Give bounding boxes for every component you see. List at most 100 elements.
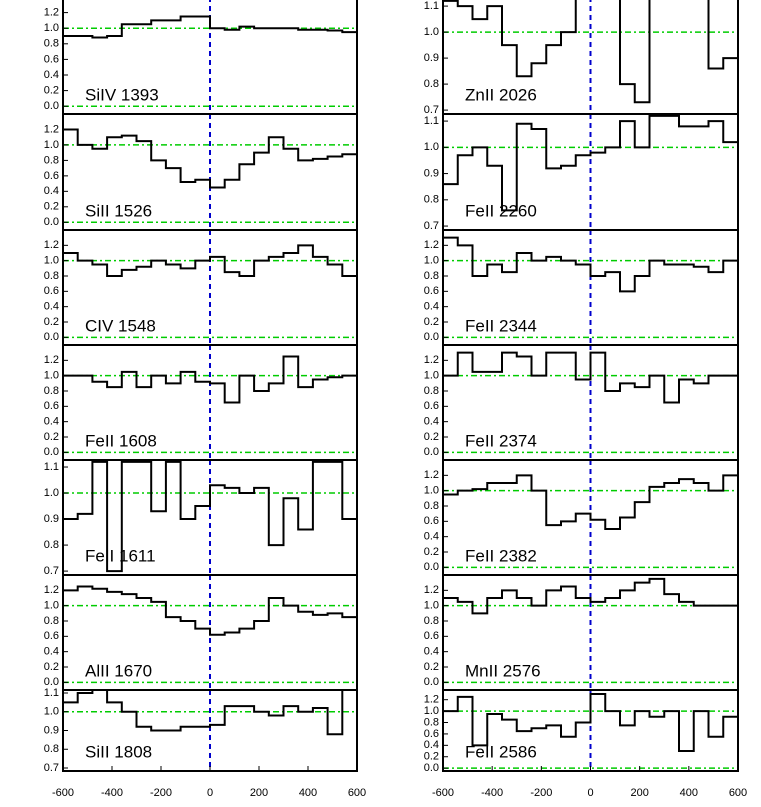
y-tick-label: 0.6: [424, 400, 439, 412]
y-tick-label: 0.8: [424, 716, 439, 728]
y-tick-label: 1.0: [44, 487, 59, 499]
spectrum-line: [443, 114, 738, 212]
y-tick-label: 1.0: [424, 26, 439, 38]
y-tick-label: 0.4: [424, 416, 439, 428]
panel: 0.0 0.2 0.4 0.6 0.8 1.0 1.2 FeII 2344: [424, 229, 739, 346]
panel: 0.00.20.40.60.81.01.2 -600 -400 -200 0 200 400…: [424, 689, 747, 799]
y-tick-label: 0.0: [44, 100, 59, 112]
x-tick-label: 400: [680, 787, 698, 799]
y-tick-label: 0.6: [44, 285, 59, 297]
y-tick-label: 1.0: [424, 370, 439, 382]
x-tick-label: -600: [52, 787, 74, 799]
panel: 0.0 0.2 0.4 0.6 0.8 1.0 1.2 SiII 1526: [44, 113, 358, 231]
y-tick-label: 1.0: [424, 600, 439, 612]
y-tick-label: 1.2: [424, 694, 439, 706]
y-tick-label: 1.2: [44, 354, 59, 366]
panel: 0.7 0.8 0.9 1.0 1.1 FeII 2260: [424, 113, 739, 232]
panel: 0.0 0.2 0.4 0.6 0.8 1.0 1.2 SiIV 1393: [44, 0, 358, 115]
y-tick-label: 0.4: [424, 531, 439, 543]
y-tick-label: 0.8: [44, 270, 59, 282]
y-tick-label: 0.2: [424, 431, 439, 443]
y-tick-label: 1.0: [44, 600, 59, 612]
y-tick-label: 0.4: [44, 69, 59, 81]
panel-label: FeII 1611: [85, 546, 156, 565]
y-tick-label: 1.0: [424, 255, 439, 267]
y-tick-label: 0.4: [44, 301, 59, 313]
y-tick-label: 0.0: [44, 446, 59, 458]
panel-label: FeII 2586: [465, 742, 537, 761]
y-tick-label: 0.8: [44, 615, 59, 627]
y-tick-label: 0.8: [424, 194, 439, 206]
y-tick-label: 0.7: [44, 762, 59, 774]
y-tick-label: 0.9: [424, 167, 439, 179]
y-tick-label: 0.2: [44, 201, 59, 213]
y-tick-label: 0.6: [424, 515, 439, 527]
y-tick-label: 0.8: [424, 500, 439, 512]
y-tick-label: 0.0: [44, 331, 59, 343]
panel-label: SiII 1526: [85, 201, 152, 220]
x-tick-label: 0: [587, 787, 593, 799]
y-tick-label: 1.2: [424, 584, 439, 596]
y-tick-label: 0.0: [424, 762, 439, 774]
panel-label: ZnII 2026: [465, 85, 537, 104]
y-tick-label: 0.2: [424, 661, 439, 673]
y-tick-label: 0.6: [424, 728, 439, 740]
y-tick-label: 0.0: [424, 561, 439, 573]
y-tick-label: 1.1: [424, 0, 439, 12]
y-tick-label: 1.0: [424, 141, 439, 153]
x-tick-label: 200: [250, 787, 268, 799]
spectrum-line: [63, 355, 357, 404]
x-tick-label: -400: [101, 787, 123, 799]
panel: 0.0 0.2 0.4 0.6 0.8 1.0 1.2 FeII 1608: [44, 344, 358, 461]
y-tick-label: 0.8: [44, 385, 59, 397]
y-tick-label: 1.0: [44, 22, 59, 34]
spectrum-line: [443, 577, 738, 615]
y-tick-label: 0.0: [424, 676, 439, 688]
y-tick-label: 0.7: [424, 104, 439, 116]
y-tick-label: 0.2: [44, 431, 59, 443]
panel: 0.0 0.2 0.4 0.6 0.8 1.0 1.2 FeII 2382: [424, 459, 739, 576]
panel-label: MnII 2576: [465, 661, 541, 680]
y-tick-label: 0.2: [44, 316, 59, 328]
y-tick-label: 1.2: [424, 239, 439, 251]
panel-label: FeII 1608: [85, 431, 157, 450]
y-tick-label: 0.8: [424, 615, 439, 627]
y-tick-label: 0.9: [44, 513, 59, 525]
panel-label: FeII 2344: [465, 316, 537, 335]
panel-frame: [62, 689, 358, 772]
y-tick-label: 1.1: [44, 687, 59, 699]
panel-label: SiIV 1393: [85, 85, 159, 104]
spectrum-line: [63, 128, 357, 189]
y-tick-label: 1.0: [44, 370, 59, 382]
y-tick-label: 0.2: [44, 85, 59, 97]
x-tick-label: 200: [630, 787, 648, 799]
panel-label: FeII 2382: [465, 546, 537, 565]
x-tick-label: 600: [729, 787, 747, 799]
y-tick-label: 0.2: [424, 546, 439, 558]
y-tick-label: 0.8: [424, 270, 439, 282]
x-tick-label: -400: [481, 787, 503, 799]
y-tick-label: 0.0: [44, 216, 59, 228]
y-tick-label: 1.1: [424, 115, 439, 127]
panel: 0.7 0.8 0.9 1.0 1.1 -600 -400 -200 0 200 400 600 SiI…: [44, 687, 366, 799]
x-tick-label: -200: [150, 787, 172, 799]
y-tick-label: 0.7: [44, 565, 59, 577]
panel-label: CIV 1548: [85, 316, 156, 335]
y-tick-label: 1.0: [44, 706, 59, 718]
y-tick-label: 0.6: [44, 400, 59, 412]
spectrum-line: [443, 0, 738, 104]
panel-label: AlII 1670: [85, 661, 152, 680]
y-tick-label: 0.8: [424, 78, 439, 90]
y-tick-label: 0.6: [44, 170, 59, 182]
y-tick-label: 0.8: [44, 743, 59, 755]
y-tick-label: 0.6: [44, 53, 59, 65]
y-tick-label: 1.0: [44, 255, 59, 267]
panel: 0.0 0.2 0.4 0.6 0.8 1.0 1.2 FeII 2374: [424, 344, 739, 461]
y-tick-label: 0.2: [424, 316, 439, 328]
y-tick-label: 1.1: [44, 461, 59, 473]
y-tick-label: 1.2: [424, 354, 439, 366]
x-tick-label: 400: [299, 787, 317, 799]
y-tick-label: 0.2: [424, 751, 439, 763]
panel: 0.0 0.2 0.4 0.6 0.8 1.0 1.2 MnII 2576: [424, 574, 739, 691]
